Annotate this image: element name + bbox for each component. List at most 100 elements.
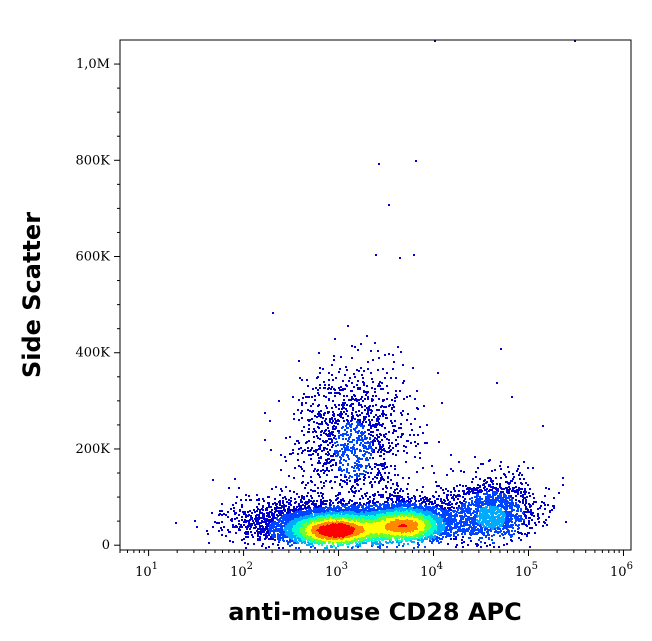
data-point [238,523,240,525]
data-point [344,443,346,445]
data-point [520,539,522,541]
data-point [503,544,505,546]
data-point [361,437,363,439]
data-point [279,510,281,512]
data-point [444,517,446,519]
data-point [347,443,349,445]
data-point [502,534,504,536]
data-point [322,497,324,499]
data-point [289,515,291,517]
data-point [296,523,298,525]
data-point [511,521,513,523]
data-point [455,513,457,515]
data-point [473,489,475,491]
data-point [520,488,522,490]
data-point [341,404,343,406]
data-point [461,533,463,535]
data-point [330,388,332,390]
data-point [337,453,339,455]
data-point [443,515,445,517]
data-point [397,485,399,487]
data-point [358,541,360,543]
data-point [408,518,410,520]
data-point [450,531,452,533]
data-point [547,504,549,506]
data-point [483,493,485,495]
data-point [314,490,316,492]
data-point [422,526,424,528]
data-point [384,472,386,474]
data-point [458,490,460,492]
data-point [402,477,404,479]
data-point [304,524,306,526]
data-point [332,411,334,413]
data-point [370,446,372,448]
data-point [414,418,416,420]
data-point [537,513,539,515]
data-point [391,498,393,500]
data-point [321,495,323,497]
data-point [492,526,494,528]
data-point [534,532,536,534]
data-point [331,364,333,366]
data-point [527,484,529,486]
data-point [299,377,301,379]
data-point [308,424,310,426]
data-point [286,540,288,542]
data-point [513,476,515,478]
data-point [245,531,247,533]
data-point [344,522,346,524]
data-point [492,510,494,512]
data-point [288,506,290,508]
data-point [374,342,376,344]
data-point [314,399,316,401]
data-point [308,428,310,430]
data-point [450,468,452,470]
data-point [317,405,319,407]
data-point [359,478,361,480]
data-point [360,442,362,444]
data-point [514,530,516,532]
data-point [382,399,384,401]
data-point [252,520,254,522]
data-point [372,431,374,433]
data-point [499,483,501,485]
data-point [461,530,463,532]
data-point [354,346,356,348]
data-point [245,514,247,516]
data-point [274,508,276,510]
data-point [298,547,300,549]
data-point [253,522,255,524]
data-point [343,469,345,471]
data-point [256,494,258,496]
data-point [500,517,502,519]
data-point [380,543,382,545]
data-point [457,526,459,528]
data-point [346,369,348,371]
data-point [436,485,438,487]
data-point [380,406,382,408]
data-point [505,509,507,511]
data-point [300,516,302,518]
data-point [364,445,366,447]
data-point [373,498,375,500]
data-point [362,421,364,423]
data-point [335,438,337,440]
data-point [414,528,416,530]
data-point [262,498,264,500]
data-point [419,452,421,454]
data-point [460,470,462,472]
data-point [279,520,281,522]
data-point [445,536,447,538]
data-point [399,490,401,492]
data-point [306,517,308,519]
data-point [389,495,391,497]
data-point [372,425,374,427]
data-point [385,485,387,487]
data-point [335,445,337,447]
data-point [352,398,354,400]
data-point [377,451,379,453]
data-point [364,447,366,449]
data-point [322,368,324,370]
data-point [442,536,444,538]
